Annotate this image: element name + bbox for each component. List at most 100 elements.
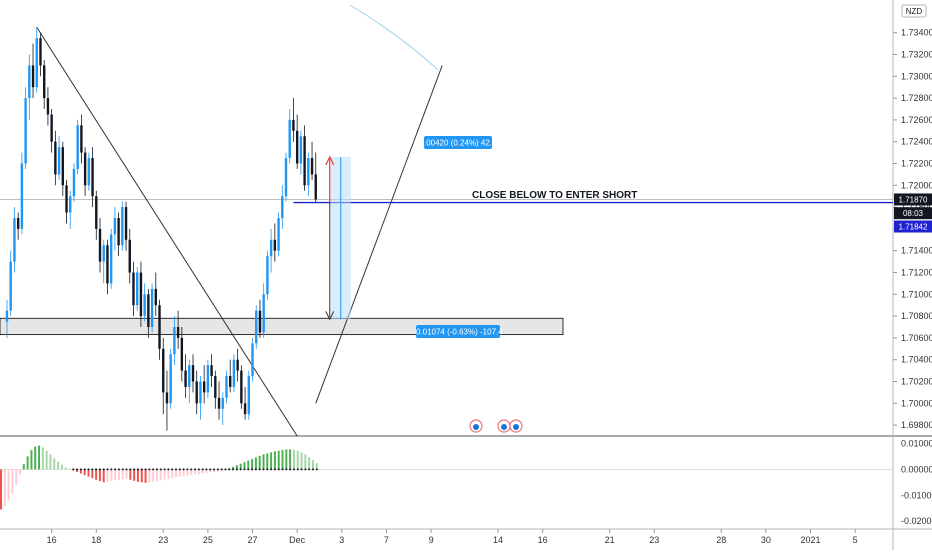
candle-body — [255, 310, 258, 344]
x-tick-label: 9 — [429, 535, 434, 545]
macd-signal-dot — [129, 468, 132, 471]
y-tick-label: 1.73000 — [901, 71, 932, 81]
x-tick-label: 21 — [605, 535, 615, 545]
macd-signal-dot — [98, 468, 101, 471]
candle-body — [247, 376, 250, 415]
candle-body — [314, 174, 317, 200]
macd-signal-dot — [273, 468, 276, 471]
candle-body — [191, 365, 195, 382]
up-box — [424, 136, 492, 149]
candle-body — [195, 381, 198, 404]
candle-body — [240, 370, 243, 404]
candle-body — [277, 218, 280, 251]
macd-signal-dot — [152, 468, 155, 471]
price-tag-label: 1.71842 — [899, 223, 928, 232]
annotation-label: CLOSE BELOW TO ENTER SHORT — [472, 190, 637, 201]
candle-body — [121, 207, 124, 246]
economic-event-icon-dot — [473, 424, 479, 430]
macd-signal-dot — [102, 468, 105, 471]
macd-signal-dot — [133, 468, 136, 471]
macd-signal-dot — [220, 468, 223, 471]
macd-signal-dot — [285, 468, 288, 471]
macd-signal-dot — [315, 468, 318, 471]
y-tick-label: 1.70400 — [901, 355, 932, 365]
up-box-label: 0.00420 (0.24%) 42.0 — [420, 139, 497, 148]
candle-body — [136, 272, 139, 306]
candle-body — [124, 207, 128, 240]
candle-body — [128, 239, 131, 273]
y-tick-label: 1.72400 — [901, 137, 932, 147]
candle-body — [299, 136, 303, 164]
price-tag-label: 08:03 — [903, 209, 924, 218]
candle-body — [214, 376, 217, 398]
macd-signal-dot — [72, 468, 75, 471]
macd-signal-dot — [95, 468, 98, 471]
candle-body — [106, 245, 109, 284]
y-tick-label: 1.71400 — [901, 246, 932, 256]
x-tick-label: 28 — [716, 535, 726, 545]
currency-label: NZD — [906, 7, 923, 16]
macd-signal-dot — [121, 468, 124, 471]
macd-signal-dot — [266, 468, 269, 471]
macd-signal-dot — [262, 468, 265, 471]
macd-signal-dot — [270, 468, 273, 471]
x-tick-label: 7 — [384, 535, 389, 545]
moving-average-line — [349, 4, 439, 71]
macd-signal-dot — [83, 468, 86, 471]
x-tick-label: 16 — [538, 535, 548, 545]
macd-signal-dot — [281, 468, 284, 471]
down-box — [416, 325, 500, 338]
macd-signal-dot — [144, 468, 147, 471]
candle-body — [20, 163, 24, 229]
macd-signal-dot — [125, 468, 128, 471]
x-tick-label: 23 — [649, 535, 659, 545]
candle-body — [87, 158, 91, 186]
macd-signal-dot — [289, 468, 292, 471]
macd-signal-dot — [136, 468, 139, 471]
candle-body — [76, 125, 79, 169]
candle-body — [281, 196, 284, 218]
macd-signal-dot — [201, 468, 204, 471]
macd-signal-dot — [243, 468, 246, 471]
macd-signal-dot — [213, 468, 216, 471]
candle-body — [243, 403, 247, 415]
candle-body — [169, 354, 172, 404]
candle-body — [158, 305, 161, 349]
candle-body — [266, 256, 269, 295]
y-tick-label: 1.69800 — [901, 420, 932, 430]
macd-signal-dot — [87, 468, 90, 471]
y-tick-label: 1.73200 — [901, 50, 932, 60]
candle-body — [303, 136, 306, 186]
candle-body — [50, 114, 53, 142]
candle-body — [39, 38, 42, 66]
candle-body — [113, 218, 117, 235]
candle-body — [13, 218, 16, 262]
candle-body — [236, 359, 239, 371]
macd-signal-dot — [205, 468, 208, 471]
economic-event-icon-dot — [513, 424, 519, 430]
macd-signal-dot — [148, 468, 151, 471]
candle-body — [95, 196, 98, 229]
macd-signal-dot — [216, 468, 219, 471]
macd-signal-dot — [117, 468, 120, 471]
macd-signal-dot — [300, 468, 303, 471]
candle-body — [176, 327, 180, 338]
macd-signal-dot — [251, 468, 254, 471]
price-tag-label: 1.71870 — [899, 195, 928, 204]
macd-signal-dot — [228, 468, 231, 471]
candle-body — [16, 218, 20, 229]
y-tick-label: 1.73400 — [901, 28, 932, 38]
x-tick-label: 23 — [158, 535, 168, 545]
y-tick-label: 1.72800 — [901, 93, 932, 103]
macd-signal-dot — [239, 468, 242, 471]
macd-signal-dot — [224, 468, 227, 471]
candle-body — [24, 98, 27, 164]
candle-body — [80, 125, 83, 153]
candle-body — [132, 272, 135, 306]
candle-body — [65, 185, 68, 213]
candle-body — [284, 158, 288, 197]
macd-signal-dot — [167, 468, 170, 471]
